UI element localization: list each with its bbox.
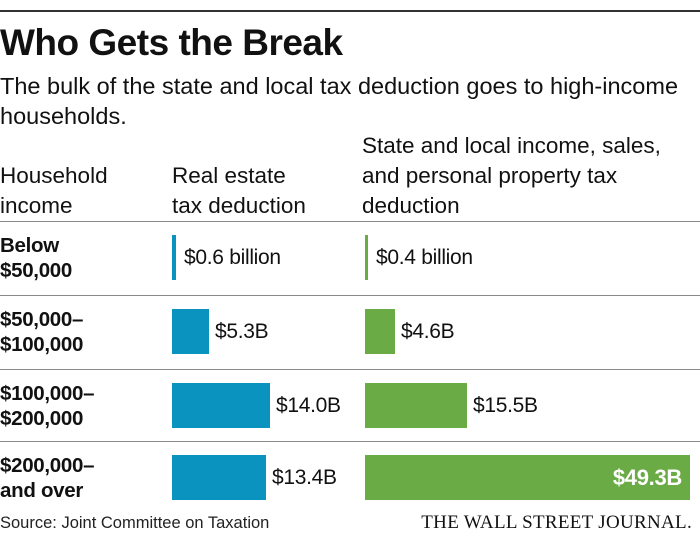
income-bracket-label-line: $200,000 — [0, 407, 84, 430]
row-divider — [0, 441, 700, 442]
real-estate-value-label: $14.0B — [276, 394, 341, 417]
real-estate-bar — [172, 383, 270, 428]
real-estate-value-label: $0.6 billion — [184, 246, 281, 269]
real-estate-bar — [172, 235, 176, 280]
row-divider — [0, 369, 700, 370]
real-estate-value-label: $13.4B — [272, 466, 337, 489]
top-rule — [0, 10, 700, 12]
source-note: Source: Joint Committee on Taxation — [0, 514, 270, 532]
state-local-bar — [365, 383, 467, 428]
column-header-state-local-line: State and local income, sales, — [362, 133, 661, 158]
row-divider — [0, 295, 700, 296]
publisher-logo: THE WALL STREET JOURNAL. — [421, 512, 692, 533]
income-bracket-label: $200,000– and over — [0, 453, 160, 503]
income-bracket-label-line: $50,000– — [0, 308, 84, 331]
column-header-real-estate: Real estate tax deduction — [172, 161, 342, 221]
chart-subtitle: The bulk of the state and local tax dedu… — [0, 73, 679, 129]
income-bracket-label-line: $100,000 — [0, 333, 84, 356]
income-bracket-label: Below $50,000 — [0, 233, 160, 283]
column-header-real-estate-line: tax deduction — [172, 193, 306, 218]
income-bracket-label: $50,000– $100,000 — [0, 307, 160, 357]
real-estate-bar — [172, 309, 209, 354]
state-local-value-label: $15.5B — [473, 394, 538, 417]
column-header-income: Household income — [0, 161, 160, 221]
state-local-value-label: $4.6B — [401, 320, 455, 343]
state-local-value-label: $49.3B — [612, 465, 682, 490]
column-header-income-line: Household — [0, 163, 108, 188]
income-bracket-label-line: $50,000 — [0, 259, 73, 282]
column-header-state-local: State and local income, sales, and perso… — [362, 131, 692, 221]
income-bracket-label-line: $100,000– — [0, 382, 95, 405]
state-local-bar — [365, 455, 690, 500]
income-bracket-label-line: Below — [0, 234, 59, 257]
row-divider — [0, 221, 700, 222]
column-header-state-local-line: and personal property tax — [362, 163, 618, 188]
income-bracket-label-line: $200,000– — [0, 454, 95, 477]
state-local-bar — [365, 235, 368, 280]
state-local-bar — [365, 309, 395, 354]
chart-title: Who Gets the Break — [0, 22, 343, 63]
column-header-state-local-line: deduction — [362, 193, 460, 218]
income-bracket-label-line: and over — [0, 479, 84, 502]
real-estate-bar — [172, 455, 266, 500]
state-local-value-label: $0.4 billion — [376, 246, 473, 269]
column-header-real-estate-line: Real estate — [172, 163, 286, 188]
income-bracket-label: $100,000– $200,000 — [0, 381, 160, 431]
column-header-income-line: income — [0, 193, 73, 218]
real-estate-value-label: $5.3B — [215, 320, 269, 343]
